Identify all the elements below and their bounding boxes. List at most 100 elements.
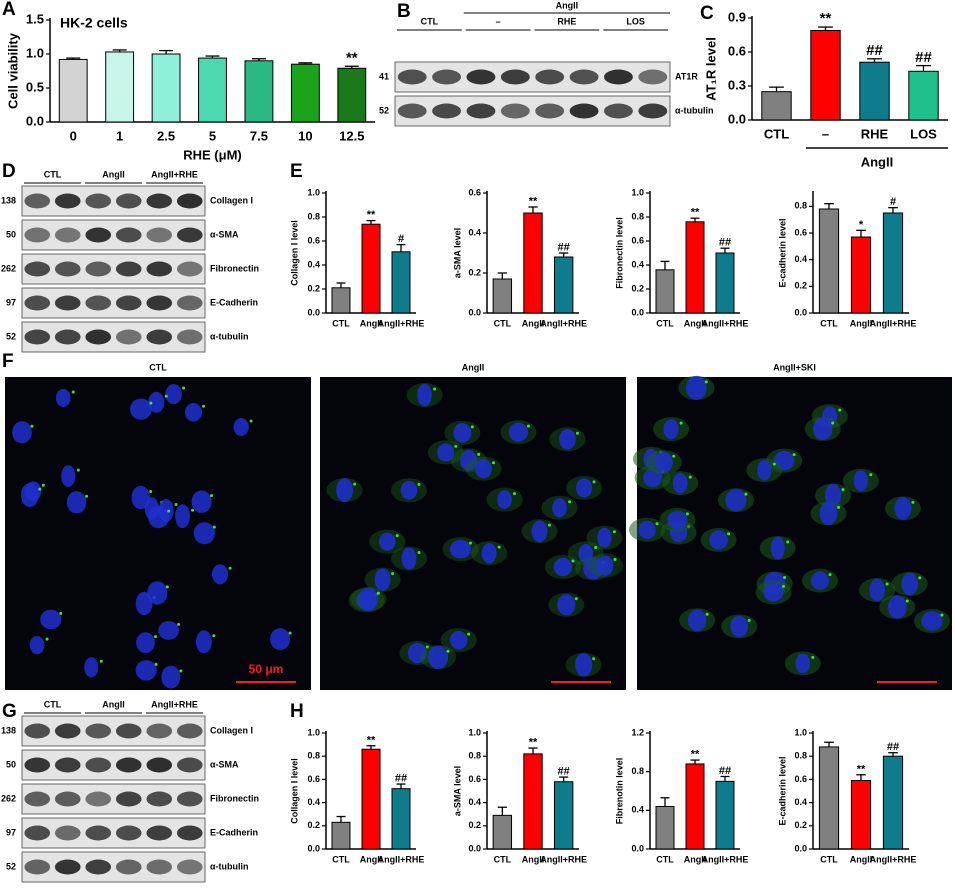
nucleus bbox=[66, 491, 87, 514]
protein-label: Collagen I bbox=[210, 725, 253, 735]
blot-band bbox=[432, 69, 461, 85]
kda-label: 262 bbox=[1, 263, 16, 273]
nucleus bbox=[378, 532, 396, 551]
blot-band bbox=[85, 227, 112, 243]
green-puncta bbox=[727, 532, 731, 536]
y-axis-label: Collagen I level bbox=[289, 220, 299, 286]
green-puncta bbox=[574, 597, 578, 601]
green-puncta bbox=[704, 380, 708, 384]
nucleus bbox=[131, 485, 150, 510]
bar bbox=[685, 221, 705, 314]
nucleus bbox=[557, 594, 576, 616]
bar bbox=[523, 212, 543, 314]
blot-band bbox=[146, 825, 173, 841]
x-tick-label: AngII bbox=[850, 318, 873, 328]
green-puncta bbox=[212, 525, 216, 529]
green-puncta bbox=[612, 530, 616, 534]
x-tick-label: CTL bbox=[332, 854, 350, 864]
y-tick-label: 0.9 bbox=[728, 9, 746, 24]
blot-band bbox=[115, 193, 142, 209]
blot-band bbox=[176, 193, 203, 209]
nucleus bbox=[811, 571, 829, 590]
nucleus bbox=[136, 632, 155, 653]
bar bbox=[810, 29, 841, 121]
blot-strip bbox=[21, 253, 206, 285]
green-puncta bbox=[911, 500, 915, 504]
green-puncta bbox=[425, 645, 429, 649]
bar bbox=[882, 755, 904, 850]
blot-band bbox=[466, 103, 496, 119]
y-tick-label: 0.8 bbox=[794, 751, 807, 761]
blot-band bbox=[115, 825, 142, 841]
y-tick-label: 0.0 bbox=[631, 307, 644, 317]
protein-label: Fibronectin bbox=[210, 263, 259, 273]
green-puncta bbox=[454, 444, 458, 448]
green-puncta bbox=[99, 659, 103, 663]
blot-band bbox=[146, 859, 173, 875]
y-tick-label: 1.0 bbox=[631, 187, 644, 197]
green-puncta bbox=[153, 635, 157, 639]
x-tick-label: – bbox=[822, 126, 829, 141]
nucleus bbox=[887, 595, 907, 619]
green-puncta bbox=[38, 487, 42, 491]
blot-band bbox=[176, 859, 203, 875]
blot-band bbox=[146, 723, 173, 739]
x-tick-label: 12.5 bbox=[339, 128, 364, 143]
y-axis-label: Fibrenotin level bbox=[614, 758, 624, 825]
nucleus bbox=[576, 478, 593, 498]
x-tick-label: AngII+RHE bbox=[378, 318, 425, 328]
y-tick-label: 1.0 bbox=[307, 187, 320, 197]
green-puncta bbox=[433, 387, 437, 391]
blot-band bbox=[54, 227, 81, 243]
nucleus bbox=[552, 498, 567, 518]
nucleus bbox=[191, 490, 212, 514]
y-tick-label: 0.2 bbox=[468, 820, 481, 830]
nucleus bbox=[161, 665, 181, 689]
green-puncta bbox=[547, 523, 551, 527]
image-title: AngII bbox=[462, 362, 485, 372]
bar bbox=[492, 814, 513, 850]
nucleus bbox=[401, 547, 417, 570]
y-axis-label: AT₁R level bbox=[703, 37, 718, 101]
green-puncta bbox=[376, 591, 380, 595]
green-puncta bbox=[940, 613, 944, 617]
protein-label: Fibronectin bbox=[210, 793, 259, 803]
green-puncta bbox=[71, 390, 75, 394]
panel-letter: D bbox=[2, 161, 16, 182]
y-tick-label: 0.4 bbox=[794, 797, 807, 807]
green-puncta bbox=[705, 612, 709, 616]
protein-label: α-tubulin bbox=[210, 331, 249, 341]
blot-band bbox=[85, 295, 112, 311]
x-tick-label: CTL bbox=[332, 318, 350, 328]
y-tick-label: 0.5 bbox=[26, 79, 44, 94]
green-puncta bbox=[841, 488, 845, 492]
blot-band bbox=[85, 825, 112, 841]
bar bbox=[361, 748, 381, 850]
green-puncta bbox=[210, 494, 214, 498]
blot-band bbox=[54, 295, 81, 311]
significance-label: ** bbox=[691, 749, 700, 761]
y-tick-label: 0.6 bbox=[794, 227, 807, 237]
protein-label: Collagen I bbox=[210, 195, 253, 205]
bar bbox=[151, 53, 181, 123]
green-puncta bbox=[76, 468, 80, 472]
nucleus bbox=[475, 459, 492, 479]
green-puncta bbox=[592, 657, 596, 661]
y-tick-label: 0.0 bbox=[468, 307, 481, 317]
x-tick-label: CTL bbox=[494, 318, 512, 328]
bar bbox=[882, 212, 904, 314]
green-puncta bbox=[831, 421, 835, 425]
blot-strip bbox=[21, 287, 206, 319]
y-tick-label: 0.8 bbox=[794, 201, 807, 211]
nucleus bbox=[812, 417, 833, 441]
bar bbox=[715, 780, 735, 850]
blot-band bbox=[146, 295, 173, 311]
y-tick-label: 1.0 bbox=[468, 727, 481, 737]
blot-band bbox=[85, 791, 112, 807]
y-tick-label: 0.4 bbox=[631, 805, 644, 815]
blot-band bbox=[397, 103, 427, 119]
blot-strip bbox=[21, 321, 206, 353]
bar bbox=[655, 805, 675, 850]
y-tick-label: 0.3 bbox=[728, 77, 746, 92]
bar bbox=[859, 61, 890, 121]
